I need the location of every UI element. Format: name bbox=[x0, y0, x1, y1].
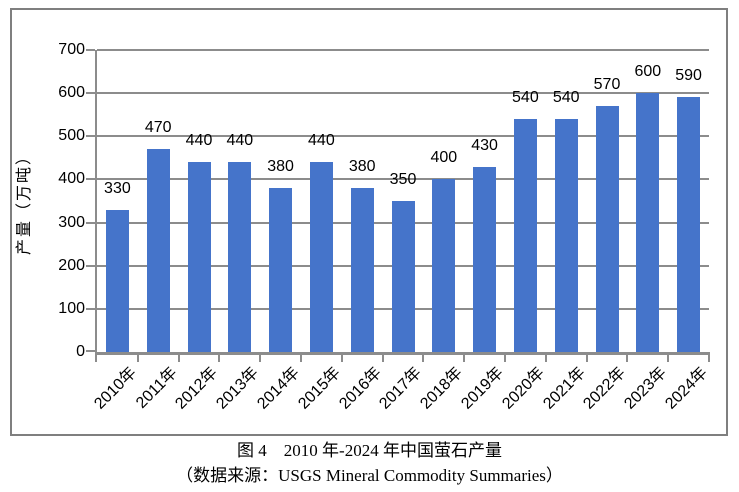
figure-caption-source: （数据来源：USGS Mineral Commodity Summaries） bbox=[176, 466, 563, 485]
x-axis-tick-label-text: 2016年 bbox=[335, 364, 385, 413]
y-axis-tick-mark bbox=[86, 92, 95, 95]
bar-2012年 bbox=[187, 162, 211, 352]
figure-caption: 图 4 2010 年-2024 年中国萤石产量 （数据来源：USGS Miner… bbox=[0, 438, 739, 488]
x-axis-tick-mark bbox=[95, 352, 97, 362]
chart-frame: 产量（万吨） 0 100 200 300 400 500 600 700 330 470 440 4… bbox=[10, 8, 728, 436]
y-axis-tick-mark bbox=[86, 350, 95, 352]
bar-2024年 bbox=[677, 97, 701, 352]
x-axis-tick-label-text: 2018年 bbox=[417, 364, 467, 413]
bar-2021年 bbox=[554, 119, 578, 352]
y-axis-tick-mark bbox=[86, 178, 95, 181]
gridline-600 bbox=[97, 92, 709, 95]
bar-value-label: 590 bbox=[675, 67, 702, 85]
bar-value-label: 330 bbox=[104, 179, 131, 197]
plot-area: 330 470 440 440 380 440 380 350 400 430 540 540 570 6… bbox=[86, 49, 710, 362]
bar-value-label: 470 bbox=[144, 119, 172, 137]
y-axis-tick-label: 700 bbox=[58, 41, 85, 58]
y-axis-tick-mark bbox=[86, 49, 95, 51]
y-axis-tick-label: 300 bbox=[58, 213, 85, 231]
bar-2013年 bbox=[228, 162, 252, 352]
y-axis-tick-mark bbox=[86, 135, 95, 138]
y-axis-tick-label: 0 bbox=[76, 343, 85, 360]
y-axis-tick-label: 500 bbox=[58, 127, 85, 145]
x-axis-tick-mark bbox=[626, 352, 629, 362]
x-axis-tick-mark bbox=[667, 352, 670, 362]
x-axis-tick-mark bbox=[381, 352, 384, 362]
bar-2010年 bbox=[105, 209, 129, 352]
x-axis-tick-label-text: 2023年 bbox=[621, 364, 671, 413]
bar-value-label: 540 bbox=[512, 89, 539, 107]
bar-2023年 bbox=[636, 93, 660, 352]
x-axis-tick-mark bbox=[340, 352, 343, 362]
bar-value-label: 440 bbox=[308, 132, 335, 150]
x-axis-tick-mark bbox=[708, 352, 710, 362]
y-axis-tick-label: 600 bbox=[58, 84, 85, 102]
bar-value-label: 350 bbox=[389, 171, 417, 188]
bar-value-label: 440 bbox=[185, 132, 213, 150]
y-axis-tick-mark bbox=[86, 221, 95, 224]
x-axis-tick-label-text: 2022年 bbox=[580, 364, 630, 413]
bar-2020年 bbox=[513, 119, 537, 352]
bar-value-label: 440 bbox=[226, 132, 254, 150]
x-axis-tick-mark bbox=[218, 352, 221, 362]
gridline-400 bbox=[97, 178, 709, 181]
x-axis-tick-mark bbox=[463, 352, 466, 362]
x-axis-tick-mark bbox=[544, 352, 547, 362]
bar-value-label: 570 bbox=[593, 76, 621, 94]
x-axis-tick-label-text: 2020年 bbox=[499, 364, 548, 413]
x-axis-tick-label-text: 2015年 bbox=[295, 364, 344, 413]
bar-value-label: 400 bbox=[430, 149, 458, 167]
x-axis-tick-mark bbox=[422, 352, 425, 362]
x-axis-tick-mark bbox=[259, 352, 262, 362]
bar-2022年 bbox=[595, 106, 619, 352]
bar-2014年 bbox=[269, 188, 293, 352]
x-axis-tick-mark bbox=[585, 352, 588, 362]
bar-2018年 bbox=[432, 179, 456, 352]
gridline-700 bbox=[97, 49, 709, 51]
x-axis-tick-label-text: 2024年 bbox=[662, 364, 711, 413]
bar-value-label: 540 bbox=[552, 89, 580, 107]
x-axis-tick-label-text: 2017年 bbox=[376, 364, 426, 413]
bar-value-label: 430 bbox=[471, 136, 498, 154]
bar-2017年 bbox=[391, 201, 415, 352]
y-axis-tick-mark bbox=[86, 307, 95, 310]
x-axis-tick-label-text: 2011年 bbox=[132, 364, 181, 412]
y-axis-tick-label: 400 bbox=[58, 170, 85, 188]
bar-2019年 bbox=[473, 166, 497, 352]
x-axis-tick-mark bbox=[136, 352, 139, 362]
figure-caption-title: 图 4 2010 年-2024 年中国萤石产量 bbox=[237, 441, 502, 460]
x-axis-tick-label-text: 2021年 bbox=[539, 364, 589, 413]
bar-2016年 bbox=[350, 188, 374, 352]
x-axis-tick-label-text: 2014年 bbox=[254, 364, 303, 413]
x-axis-tick-label-text: 2012年 bbox=[172, 364, 222, 413]
y-axis-tick-label: 100 bbox=[58, 299, 85, 317]
bar-2011年 bbox=[146, 149, 170, 352]
y-axis-tick-label: 200 bbox=[58, 256, 85, 274]
x-axis-tick-label-text: 2010年 bbox=[91, 364, 140, 413]
x-axis-tick-mark bbox=[177, 352, 180, 362]
gridline-500 bbox=[97, 135, 709, 138]
x-axis-tick-label-text: 2013年 bbox=[213, 364, 263, 413]
x-axis-tick-mark bbox=[504, 352, 506, 362]
x-axis-tick-mark bbox=[300, 352, 302, 362]
y-axis-tick-mark bbox=[86, 264, 95, 267]
bar-2015年 bbox=[309, 162, 333, 352]
y-axis-tick-labels: 0 100 200 300 400 500 600 700 bbox=[12, 41, 85, 360]
bar-value-label: 600 bbox=[634, 63, 662, 81]
bar-value-label: 380 bbox=[348, 158, 376, 176]
bar-value-label: 380 bbox=[267, 158, 294, 176]
x-axis-tick-label-text: 2019年 bbox=[458, 364, 507, 413]
